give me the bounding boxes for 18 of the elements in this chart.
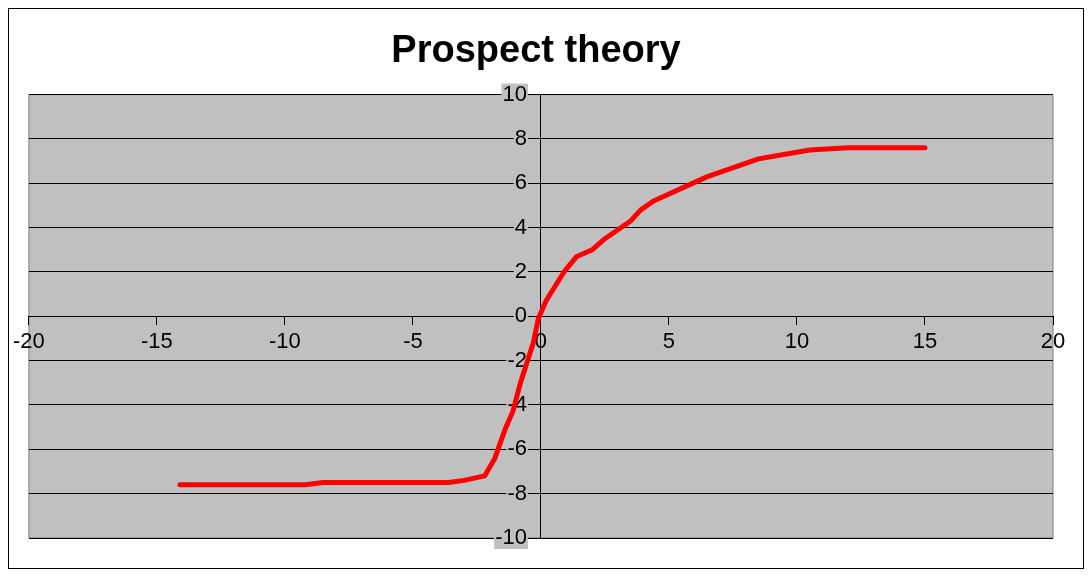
y-tick-label: 8	[514, 125, 527, 150]
y-tick-label: 6	[514, 169, 527, 195]
x-tick-label: 5	[662, 327, 676, 353]
y-tick-label: -10	[495, 524, 527, 550]
y-tick-label: -6	[507, 435, 527, 461]
y-tick-label: 2	[514, 258, 527, 284]
y-tick-label: 4	[514, 213, 527, 239]
x-tick-label: -5	[403, 327, 423, 353]
chart-title: Prospect theory	[391, 28, 681, 71]
x-tick-label: 10	[784, 327, 810, 353]
x-tick-label: 20	[1040, 327, 1066, 353]
x-tick-label: -10	[269, 327, 301, 353]
y-tick-label: 10	[502, 80, 527, 106]
y-tick-label: 0	[514, 302, 527, 328]
x-tick-label: -15	[141, 327, 173, 353]
x-tick-label: 15	[912, 327, 938, 353]
y-tick-label: -8	[507, 479, 527, 505]
x-tick-label: -20	[13, 327, 45, 353]
